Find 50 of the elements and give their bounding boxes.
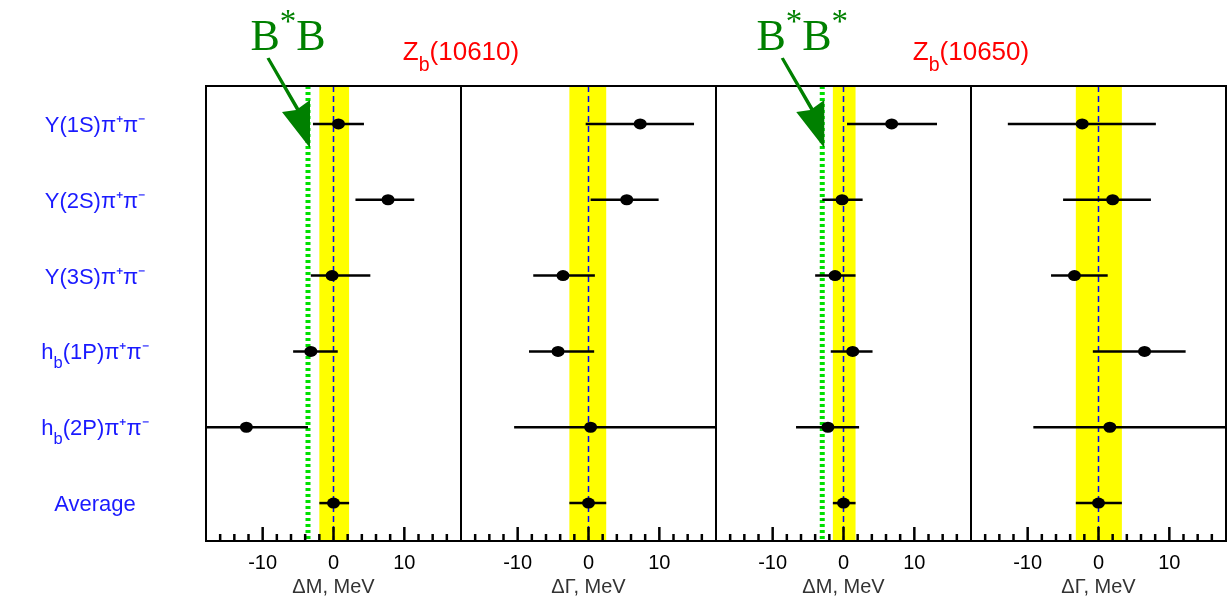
- x-axis-title: ΔM, MeV: [802, 575, 886, 597]
- x-tick-label: -10: [1013, 551, 1043, 573]
- point: [381, 194, 395, 206]
- chart-title: Z$_{b}$(10650): [912, 36, 1030, 75]
- x-tick-label: 10: [393, 551, 416, 573]
- point: [1103, 421, 1117, 433]
- point: [1106, 194, 1120, 206]
- y-tick-label: h$_{b}$(1P)π⁺π⁻: [41, 339, 149, 372]
- point: [304, 345, 318, 357]
- x-tick-label: -10: [248, 551, 278, 573]
- x-tick-label: 0: [1092, 551, 1105, 573]
- x-tick-label: -10: [503, 551, 533, 573]
- point: [584, 421, 598, 433]
- y-tick-label: Υ(3S)π⁺π⁻: [44, 263, 146, 289]
- chart-title: Z$_{b}$(10610): [402, 36, 520, 75]
- x-axis-title: ΔΓ, MeV: [1061, 575, 1137, 597]
- point: [582, 497, 595, 509]
- point: [1092, 497, 1105, 509]
- y-tick-label: Υ(2S)π⁺π⁻: [44, 187, 146, 213]
- x-tick-label: 0: [327, 551, 340, 573]
- y-tick-label: h$_{b}$(2P)π⁺π⁻: [41, 415, 149, 448]
- point: [821, 421, 835, 433]
- x-tick-label: 10: [648, 551, 671, 573]
- x-axis-title: ΔΓ, MeV: [551, 575, 627, 597]
- point: [828, 270, 842, 282]
- x-tick-label: 0: [837, 551, 850, 573]
- point: [1138, 345, 1152, 357]
- point: [327, 497, 340, 509]
- point: [885, 118, 899, 130]
- ref-line-label: B$^{*}$B$^{*}$: [756, 3, 849, 60]
- point: [331, 118, 345, 130]
- point: [837, 497, 850, 509]
- y-tick-label: Average: [54, 491, 136, 517]
- point: [551, 345, 565, 357]
- point: [239, 421, 253, 433]
- point: [1075, 118, 1089, 130]
- point: [846, 345, 860, 357]
- point: [620, 194, 634, 206]
- x-tick-label: 10: [903, 551, 926, 573]
- x-axis-title: ΔM, MeV: [292, 575, 376, 597]
- ref-line-label: B$^{*}$B: [250, 3, 326, 60]
- point: [633, 118, 647, 130]
- y-tick-label: Υ(1S)π⁺π⁻: [44, 111, 146, 137]
- point: [1067, 270, 1081, 282]
- point: [835, 194, 849, 206]
- x-tick-label: -10: [758, 551, 788, 573]
- point: [325, 270, 339, 282]
- point: [556, 270, 570, 282]
- x-tick-label: 0: [582, 551, 595, 573]
- x-tick-label: 10: [1158, 551, 1181, 573]
